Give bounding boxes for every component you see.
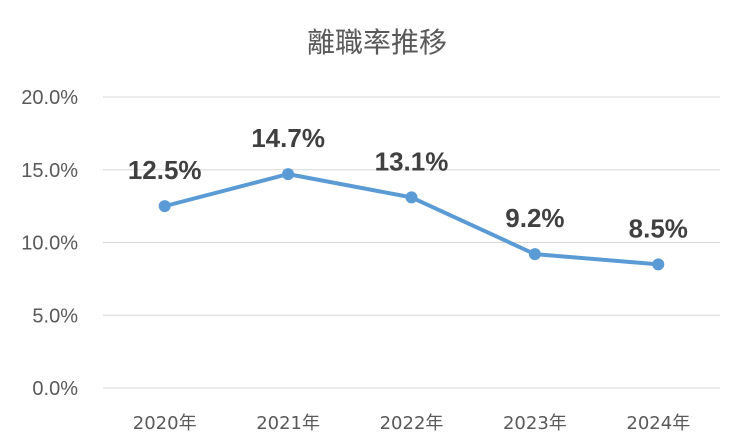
y-tick-label: 0.0% bbox=[32, 378, 78, 400]
data-label: 12.5% bbox=[128, 155, 202, 185]
series-line bbox=[162, 172, 661, 267]
chart-title: 離職率推移 bbox=[307, 26, 447, 59]
y-tick-label: 5.0% bbox=[32, 305, 78, 327]
x-tick-label: 2020年 bbox=[133, 413, 197, 434]
data-label: 9.2% bbox=[505, 203, 564, 233]
x-axis-ticks: 2020年 2021年 2022年 2023年 2024年 bbox=[133, 413, 690, 434]
y-tick-label: 20.0% bbox=[21, 87, 78, 109]
series-layer bbox=[158, 168, 665, 271]
gridlines bbox=[103, 96, 720, 389]
x-tick-label: 2023年 bbox=[503, 413, 567, 434]
y-tick-label: 15.0% bbox=[21, 160, 78, 182]
data-label: 13.1% bbox=[375, 146, 449, 176]
x-tick-label: 2021年 bbox=[256, 413, 320, 434]
data-point bbox=[282, 168, 295, 181]
data-label: 14.7% bbox=[251, 123, 325, 153]
data-point bbox=[405, 191, 418, 204]
y-tick-label: 10.0% bbox=[21, 233, 78, 255]
x-tick-label: 2022年 bbox=[380, 413, 444, 434]
data-labels: 12.5% 14.7% 13.1% 9.2% 8.5% bbox=[128, 123, 688, 243]
data-point bbox=[652, 258, 665, 271]
data-label: 8.5% bbox=[629, 213, 688, 243]
data-point bbox=[528, 248, 541, 261]
data-point bbox=[158, 200, 171, 213]
x-tick-label: 2024年 bbox=[626, 413, 690, 434]
y-axis-ticks: 0.0% 5.0% 10.0% 15.0% 20.0% bbox=[21, 87, 78, 400]
